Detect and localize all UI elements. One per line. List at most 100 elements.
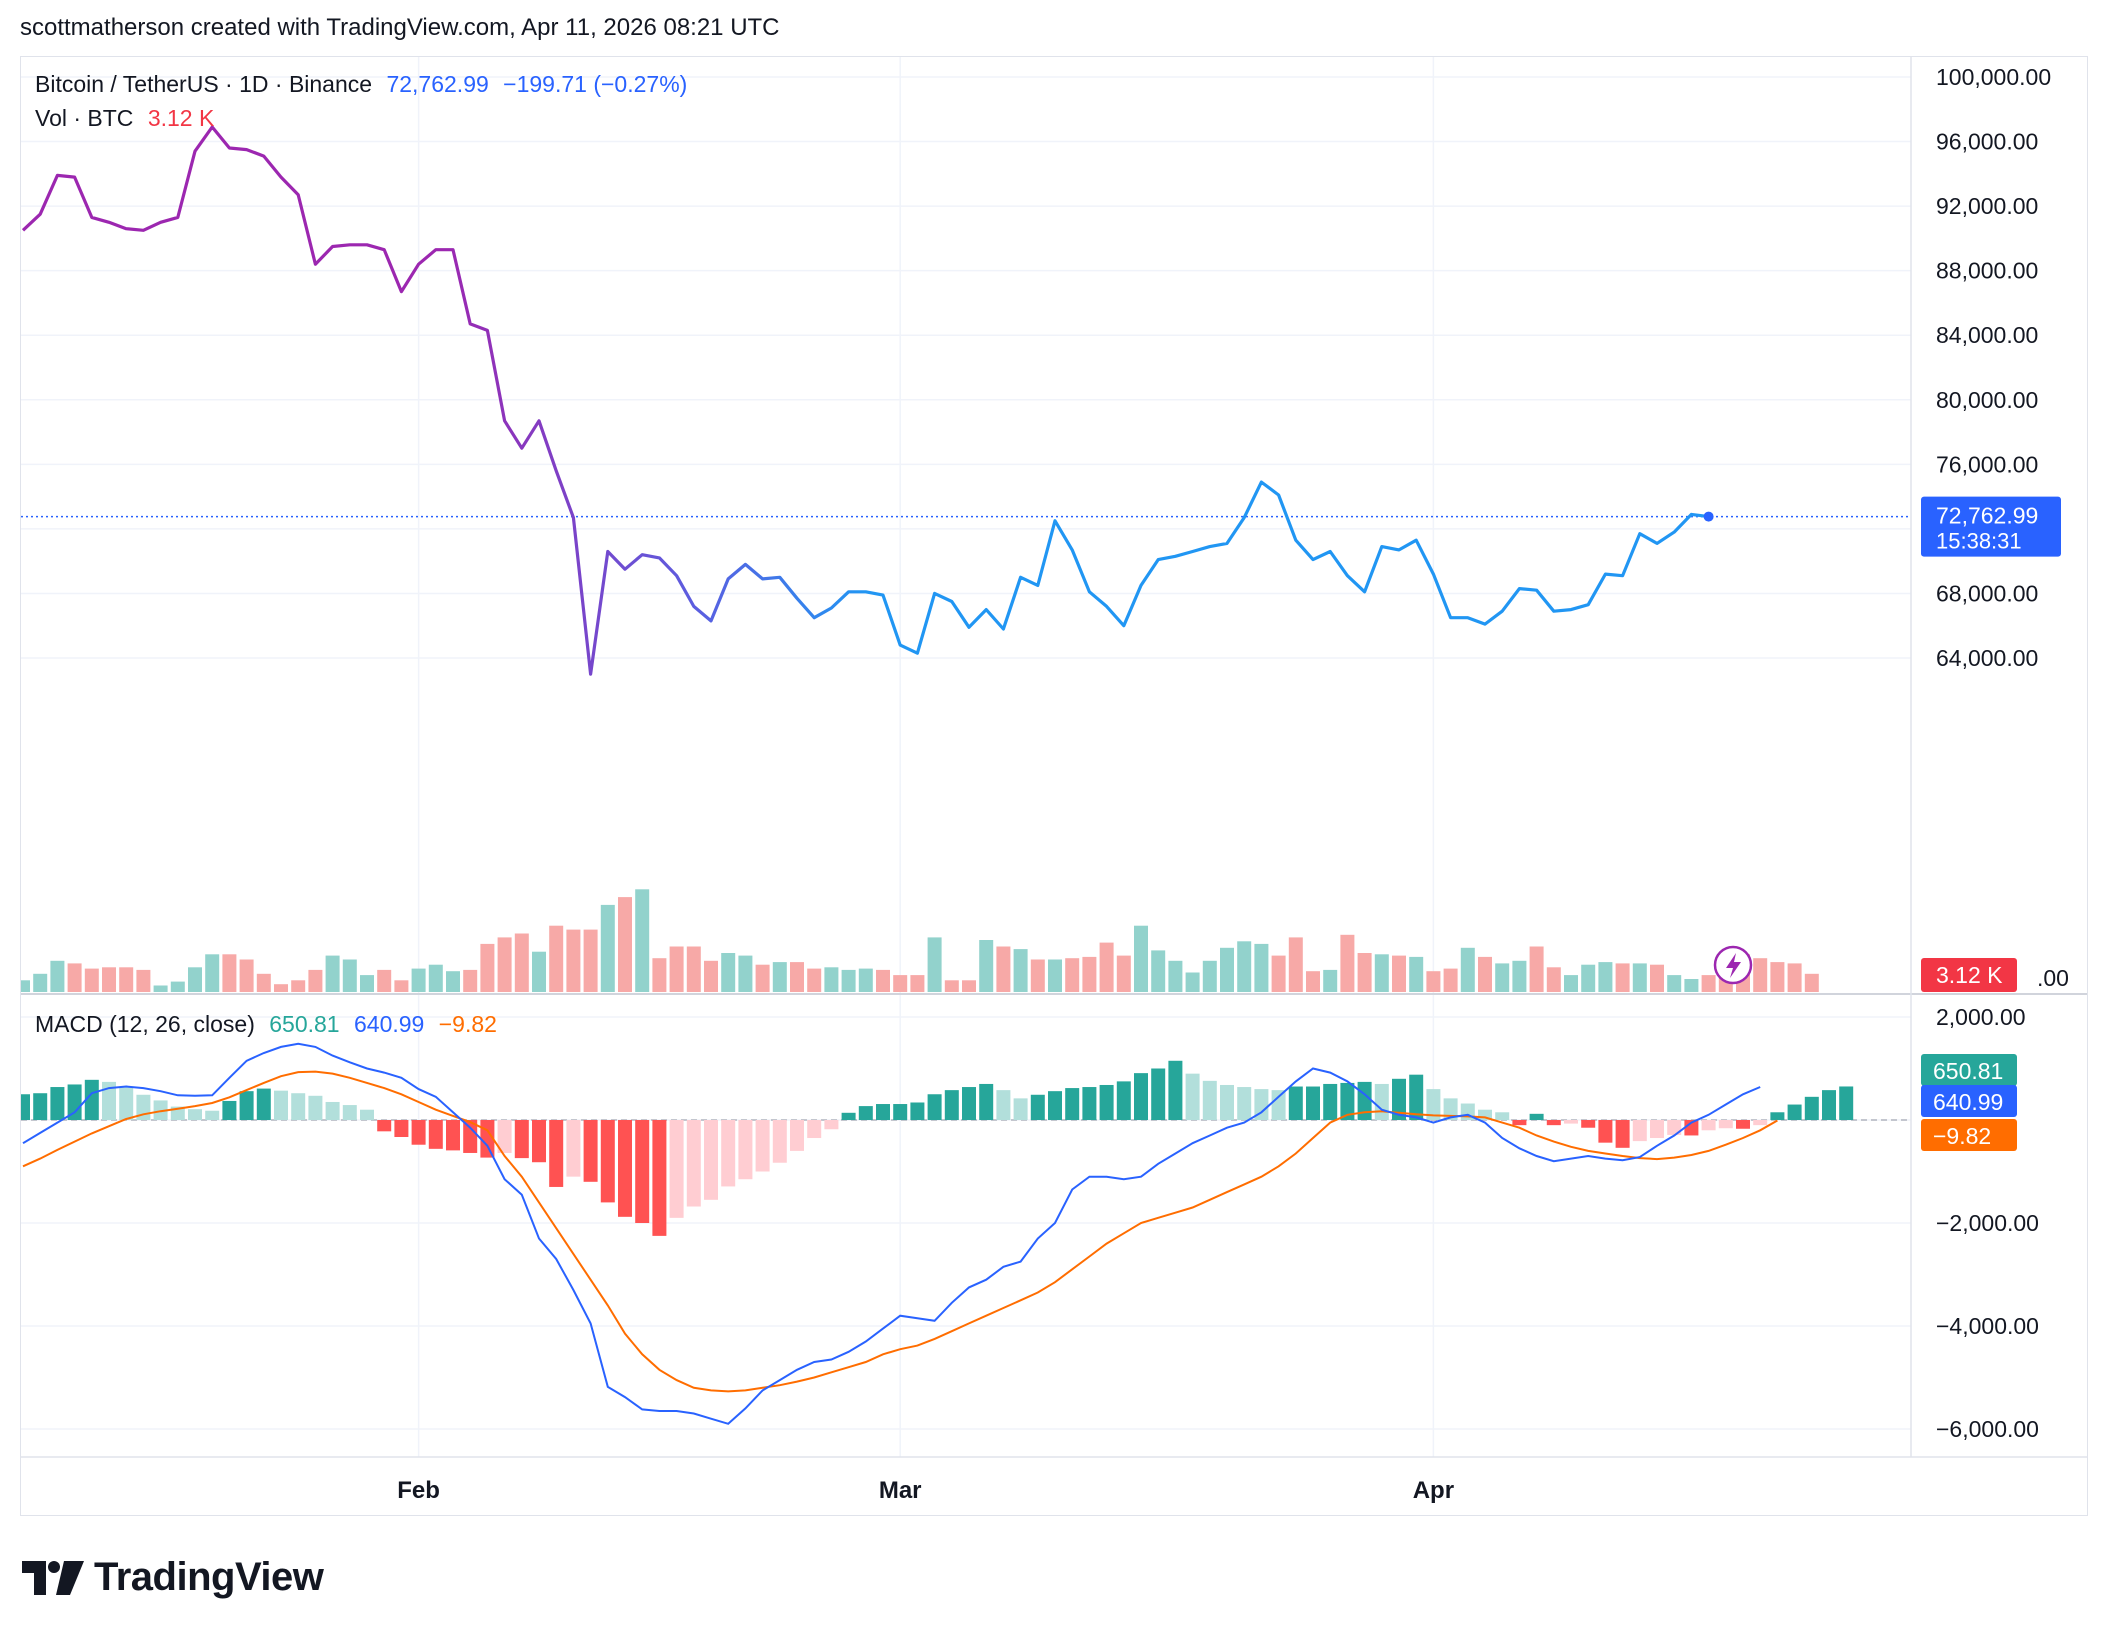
volume-bar [1013,949,1028,992]
macd-histogram-bar [1116,1081,1131,1120]
volume-bar [291,980,306,992]
macd-tag-bg [1921,1119,2017,1151]
price-tag-timer: 15:38:31 [1936,529,2022,554]
macd-histogram-bar [686,1120,701,1207]
macd-histogram-bar [1168,1060,1183,1120]
tradingview-logo-icon [22,1560,84,1595]
volume-bar [1030,959,1045,992]
volume-bar [446,971,460,992]
volume-bar [50,960,65,992]
macd-histogram-bar [635,1120,650,1223]
signal-line [22,1070,1778,1393]
volume-bar [1598,962,1613,992]
lightning-icon[interactable] [1713,945,1753,985]
volume-bar [67,963,82,992]
macd-histogram-bar [1581,1120,1596,1128]
volume-bar [1495,963,1510,992]
macd-tag-bg [1921,1085,2017,1117]
chart-canvas[interactable]: 100,000.00 96,000.00 92,000.00 88,000.00 84,… [16,57,2087,1515]
volume-bar [1288,937,1303,992]
macd-histogram-bar [1323,1083,1338,1120]
macd-histogram-bar [1202,1080,1217,1120]
chart-frame[interactable]: 100,000.00 96,000.00 92,000.00 88,000.00 84,… [16,56,2088,1516]
volume-bar [1048,959,1062,992]
volume-bar [428,964,443,992]
macd-histogram-bar [428,1120,443,1149]
macd-histogram-bar [790,1120,804,1151]
macd-histogram-bar [772,1120,787,1163]
volume-bar [205,954,220,992]
macd-histogram-bar [1770,1112,1785,1120]
legend-macd-label[interactable]: MACD (12, 26, close) [35,1011,255,1037]
macd-histogram-bar [962,1087,976,1120]
price-line [21,125,1714,676]
macd-histogram-bar [824,1120,839,1130]
macd-tag-value: 640.99 [1933,1089,2003,1115]
macd-histogram-bar [1357,1081,1372,1120]
macd-histogram-bar [944,1090,959,1120]
legend-vol-label[interactable]: Vol · BTC [35,105,134,131]
volume-bar [411,968,426,992]
volume-bars [16,889,1819,992]
macd-histogram-bar [600,1120,615,1203]
volume-bar [33,973,48,992]
price-tag-bg [1921,496,2061,557]
macd-histogram-bar [927,1094,942,1120]
volume-bar [239,959,254,992]
macd-histogram-bar [514,1120,529,1159]
macd-histogram-bar [1306,1086,1320,1120]
macd-histogram-bar [16,1094,30,1120]
macd-histogram-bar [566,1120,581,1177]
price-axis-tick: 80,000.00 [1936,387,2038,413]
price-axis-tick: 76,000.00 [1936,451,2038,477]
volume-bar [16,980,30,992]
volume-bar [1065,958,1080,992]
price-axis-tick: 100,000.00 [1936,64,2051,90]
volume-bar [1237,941,1252,992]
volume-bar [274,984,288,992]
macd-histogram-bar [996,1090,1011,1120]
macd-histogram-bar [876,1104,890,1120]
legend-symbol[interactable]: Bitcoin / TetherUS · 1D · Binance [35,71,373,97]
macd-histogram-bar [188,1109,202,1120]
macd-histogram-bar [308,1095,323,1120]
volume-bar [480,943,495,992]
macd-histogram-bar [1409,1074,1424,1120]
time-axis-tick: Mar [879,1477,922,1504]
macd-histogram-bar [1151,1068,1166,1120]
macd-histogram-bar [618,1120,632,1217]
volume-bar [188,967,202,992]
volume-bar [532,951,546,992]
volume-bar [944,980,959,992]
volume-bar [583,929,598,992]
macd-histogram-bar [1615,1120,1630,1148]
volume-bar [600,904,615,992]
legend-main: Bitcoin / TetherUS · 1D · Binance 72,762… [35,71,695,98]
macd-histogram-bar [1254,1089,1269,1120]
macd-histogram-bar [979,1083,994,1120]
price-axis-tick: 84,000.00 [1936,322,2038,348]
macd-histogram-bar [1546,1120,1561,1126]
macd-histogram-bar [721,1120,736,1187]
volume-bar [1460,947,1475,992]
price-axis-tick: 64,000.00 [1936,645,2038,671]
macd-histogram-bar [377,1120,392,1132]
macd-histogram-bar [1495,1112,1510,1120]
volume-bar [893,975,908,992]
volume-bar [927,937,942,992]
volume-bar [858,968,873,992]
macd-histogram-bar [893,1104,908,1120]
volume-bar [325,955,340,992]
macd-histogram-bar [841,1112,856,1120]
volume-bar [979,940,994,992]
logo-text: TradingView [94,1555,324,1599]
macd-histogram-bar [1753,1120,1768,1126]
volume-bar [721,953,736,992]
volume-bar [1564,975,1578,992]
volume-bar [1512,960,1527,992]
volume-bar [1581,964,1596,992]
tradingview-logo[interactable]: TradingView [22,1555,324,1600]
macd-histogram-bar [274,1090,288,1120]
macd-histogram-bar [1237,1087,1252,1120]
volume-bar [1168,960,1183,992]
